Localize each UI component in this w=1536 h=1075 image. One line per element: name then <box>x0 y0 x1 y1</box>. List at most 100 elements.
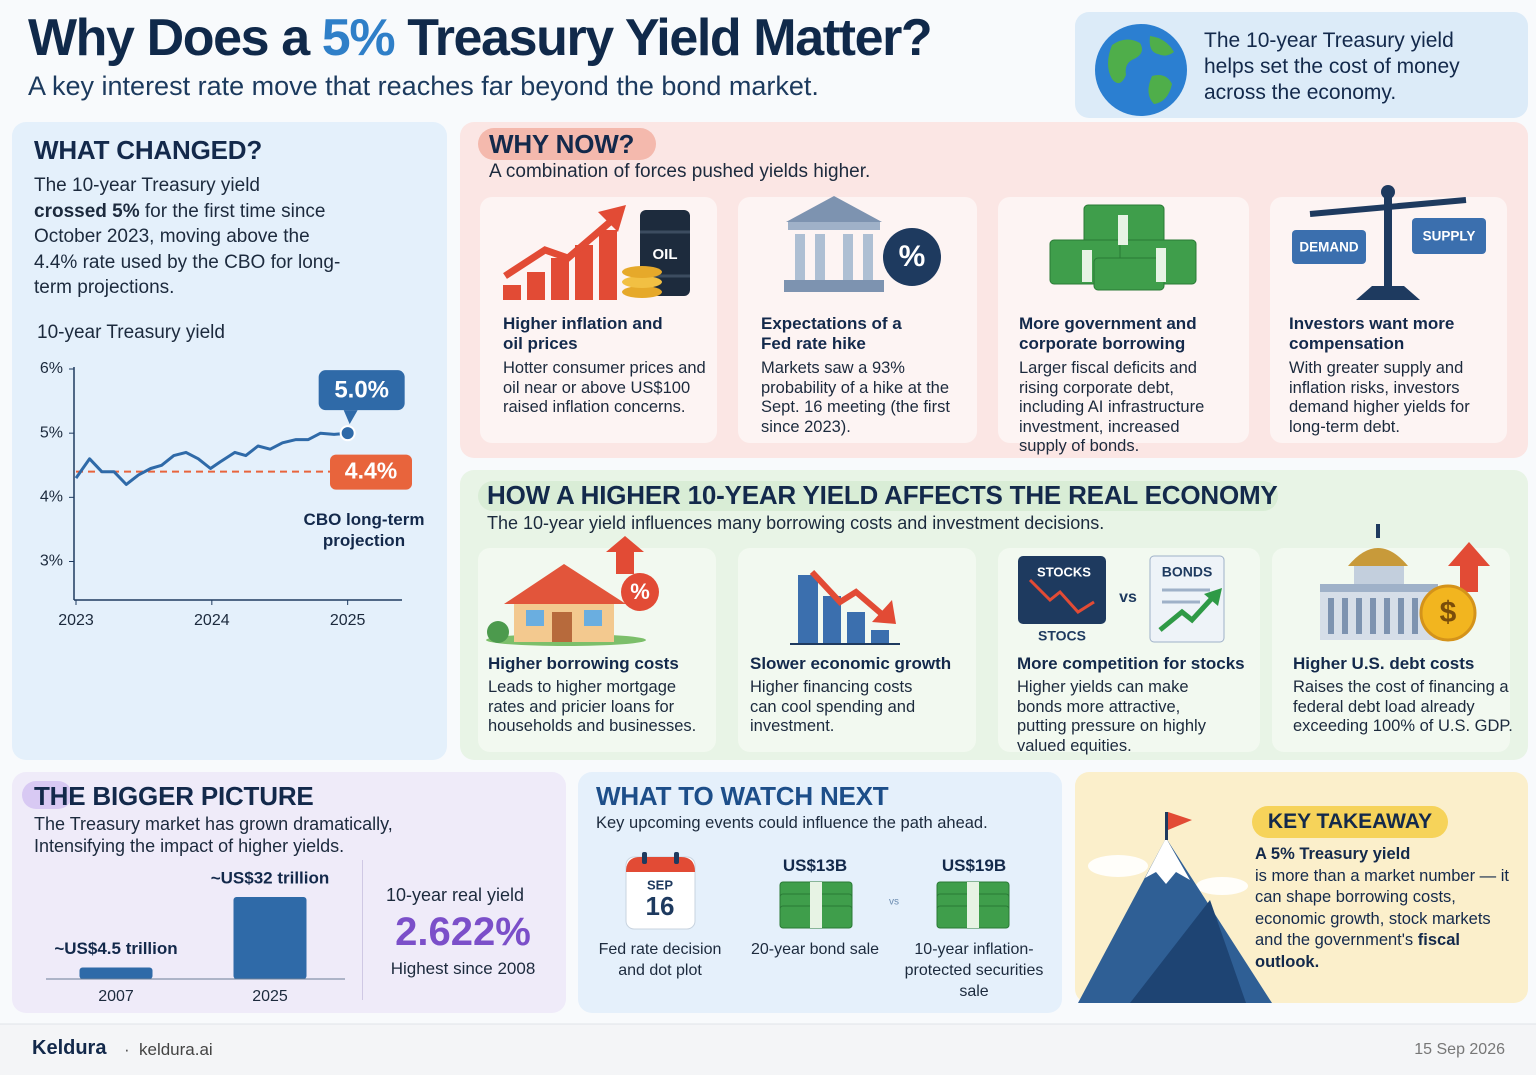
money-icon-part <box>967 882 979 928</box>
icon-label: BONDS <box>1162 564 1213 580</box>
capitol-icon-part-part <box>1342 598 1348 634</box>
money-icon-part <box>1082 250 1092 282</box>
section-text: The 10-year Treasury yield crossed 5% fo… <box>34 173 356 301</box>
section-heading: WHAT TO WATCH NEXT <box>596 781 889 811</box>
panels-part <box>0 1024 1536 1075</box>
section-heading: WHY NOW? <box>489 129 635 159</box>
inflation-icon-part <box>575 245 593 300</box>
section-subtitle: A combination of forces pushed yields hi… <box>489 161 871 182</box>
x-tick-label: 2025 <box>252 988 288 1005</box>
icon-label: STOCKS <box>1037 564 1091 579</box>
takeaway-heading: KEY TAKEAWAY <box>1267 810 1433 833</box>
card-title: Higher inflation and oil prices <box>503 314 663 353</box>
capitol-icon-part <box>1348 548 1408 566</box>
decline-icon <box>790 569 900 645</box>
decline-icon-part <box>872 600 896 624</box>
heading-highlights-part <box>478 128 656 160</box>
end-label-pointer <box>343 410 358 425</box>
mountain-icon-part <box>1165 812 1168 840</box>
capitol-icon-part <box>1320 592 1438 640</box>
heading-highlights-part <box>1252 806 1448 838</box>
inflation-icon: OIL <box>503 205 690 300</box>
money-icon-part <box>1093 257 1165 291</box>
capitol-icon-part-part <box>1384 598 1390 634</box>
card-text: Larger fiscal deficits and rising corpor… <box>1019 359 1205 455</box>
bank-icon-part <box>815 234 825 280</box>
heading-highlights-part <box>478 481 1278 511</box>
x-tick-label: 2025 <box>330 612 366 629</box>
event-label: 10-year inflation-protected securities s… <box>904 941 1044 1000</box>
inflation-icon-part <box>503 219 613 279</box>
title: Why Does a 5% Treasury Yield Matter? <box>28 8 933 68</box>
capitol-icon: $ <box>1320 524 1490 642</box>
capitol-icon-part <box>1419 584 1477 642</box>
capitol-icon-part-part <box>1412 598 1418 634</box>
scale-icon-part <box>1292 230 1366 264</box>
end-label-bg <box>318 370 405 411</box>
scale-icon: DEMAND SUPPLY <box>1292 185 1486 300</box>
section-heading: WHAT CHANGED? <box>34 135 262 165</box>
house-icon-part <box>504 564 626 604</box>
capitol-icon-part-part <box>1328 598 1334 634</box>
stocks-bonds-icon-part <box>1028 578 1095 614</box>
heading-highlights-part <box>22 781 72 809</box>
icon-label: % <box>630 579 650 604</box>
card-title: Expectations of a Fed rate hike <box>761 314 902 353</box>
mountain-icon <box>1078 812 1272 1003</box>
end-point <box>339 425 356 442</box>
decline-icon-part <box>823 596 841 643</box>
text-bold: fiscal outlook. <box>1255 931 1460 971</box>
inflation-icon-part <box>622 286 662 298</box>
scale-icon-part <box>1381 185 1395 199</box>
subtitle: A key interest rate move that reaches fa… <box>28 71 819 101</box>
value-label: ~US$32 trillion <box>211 868 330 887</box>
reference-label: 4.4% <box>345 458 397 484</box>
card-text: Hotter consumer prices and oil near or a… <box>503 359 706 416</box>
house-icon-part <box>606 536 644 574</box>
yield-chart: 3% 4% 5% 6% 2023 2024 2025 4.4% 5.0% <box>40 360 412 629</box>
stocks-bonds-icon-part <box>1204 588 1222 606</box>
card-title: More competition for stocks <box>1017 654 1245 673</box>
mountain-icon-part <box>1130 900 1246 1003</box>
section-subtitle: Key upcoming events could influence the … <box>596 814 988 832</box>
text-bold: A 5% Treasury yield <box>1255 845 1411 863</box>
event-amount: US$19B <box>941 856 1007 875</box>
bar <box>79 967 153 979</box>
panels-part <box>1075 12 1528 118</box>
icon-label: STOCS <box>1038 628 1086 644</box>
line-series <box>74 431 348 486</box>
icon-label: DEMAND <box>1299 240 1358 255</box>
section-subtitle: The 10-year yield influences many borrow… <box>487 513 1105 533</box>
date: 15 Sep 2026 <box>1414 1041 1505 1058</box>
globe-icon <box>1095 24 1187 116</box>
bank-icon-part <box>788 222 880 230</box>
site[interactable]: keldura.ai <box>139 1040 213 1059</box>
panels-part <box>460 122 1528 458</box>
money-icon-part <box>1156 248 1166 282</box>
separator: · <box>124 1040 130 1059</box>
inflation-icon-part <box>527 272 545 300</box>
text-bold: crossed 5% <box>34 200 140 222</box>
bank-icon-part <box>863 234 873 280</box>
event-label: Fed rate decision and dot plot <box>598 941 722 979</box>
money-icon <box>1049 204 1197 291</box>
globe-icon-part <box>1149 36 1174 56</box>
card-title: Higher borrowing costs <box>488 654 679 673</box>
stocks-bonds-icon-part <box>1158 594 1216 632</box>
calendar-icon-part <box>674 852 679 864</box>
reference-text: CBO long-term projection <box>303 509 425 550</box>
card-title: Slower economic growth <box>750 654 952 673</box>
mountain-icon-part <box>1196 877 1248 895</box>
icon-label: vs <box>1119 589 1137 606</box>
card-text: Markets saw a 93% probability of a hike … <box>761 359 950 436</box>
card-text: Raises the cost of financing a federal d… <box>1293 678 1513 735</box>
end-label: 5.0% <box>334 377 389 404</box>
card-title: More government and corporate borrowing <box>1019 314 1197 353</box>
mountain-icon-part <box>1088 855 1148 877</box>
capitol-icon-part <box>1354 566 1404 584</box>
icon-label: $ <box>1440 596 1457 629</box>
bank-icon-part <box>883 228 941 286</box>
callout: The 10-year Treasury yield helps set the… <box>1204 29 1460 104</box>
brand: Keldura <box>32 1037 107 1059</box>
